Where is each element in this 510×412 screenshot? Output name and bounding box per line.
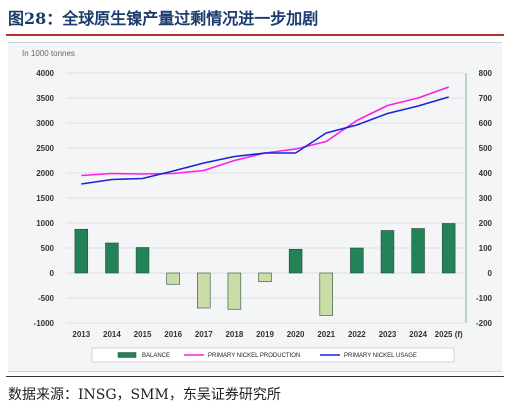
left-tick-label: 3000 bbox=[36, 119, 54, 128]
balance-bar-2016 bbox=[166, 272, 180, 285]
left-tick-label: 2000 bbox=[36, 169, 54, 178]
balance-bar-2015 bbox=[135, 247, 150, 274]
legend-label: PRIMARY NICKEL USAGE bbox=[344, 353, 417, 359]
nickel-balance-chart: In 1000 tonnes 4000350030002500200015001… bbox=[22, 49, 493, 363]
right-tick-label: 0 bbox=[488, 269, 493, 278]
right-tick-label: 400 bbox=[479, 169, 493, 178]
source-divider bbox=[6, 376, 504, 377]
left-tick-label: 4000 bbox=[36, 69, 54, 78]
left-tick-label: 1500 bbox=[36, 194, 54, 203]
source-note: 数据来源：INSG，SMM，东吴证券研究所 bbox=[8, 387, 281, 403]
x-tick-label: 2018 bbox=[225, 330, 243, 339]
right-tick-label: 600 bbox=[479, 119, 493, 128]
x-tick-label: 2019 bbox=[256, 330, 274, 339]
x-tick-label: 2013 bbox=[72, 330, 90, 339]
right-tick-label: -200 bbox=[476, 319, 493, 328]
x-tick-label: 2014 bbox=[103, 330, 121, 339]
left-tick-label: 1000 bbox=[36, 219, 54, 228]
production-line bbox=[81, 86, 449, 177]
left-tick-label: 3500 bbox=[36, 94, 54, 103]
right-tick-label: 200 bbox=[479, 219, 493, 228]
left-tick-label: 2500 bbox=[36, 144, 54, 153]
x-tick-label: 2016 bbox=[164, 330, 182, 339]
right-tick-label: 500 bbox=[479, 144, 493, 153]
title-divider bbox=[6, 34, 504, 36]
balance-bar-2018 bbox=[227, 272, 242, 310]
left-tick-label: -1000 bbox=[34, 319, 55, 328]
nickel-lines bbox=[81, 86, 449, 185]
left-axis: 4000 3500 3000 2500 2000 1500 1000 500 0 -500 -100… bbox=[34, 69, 55, 328]
chart-panel: In 1000 tonnes 4000 3500 3000 2500 2000 1500 1… bbox=[8, 42, 502, 372]
x-tick-label: 2021 bbox=[317, 330, 335, 339]
grid-lines bbox=[66, 72, 464, 324]
legend-box bbox=[91, 347, 455, 363]
left-tick-label: 500 bbox=[41, 244, 55, 253]
balance-bar-2017 bbox=[197, 272, 211, 309]
balance-bar-2014 bbox=[105, 242, 119, 274]
right-tick-label: 300 bbox=[479, 194, 493, 203]
figure-title: 图28：全球原生镍产量过剩情况进一步加剧 bbox=[8, 9, 319, 28]
legend-swatch-balance bbox=[117, 352, 137, 358]
balance-bar-2020 bbox=[288, 248, 303, 274]
right-axis: 800 700 600 500 400 300 200 100 0 -100 -200 bbox=[465, 69, 493, 328]
legend-label: PRIMARY NICKEL PRODUCTION bbox=[208, 353, 300, 359]
right-tick-label: 100 bbox=[479, 244, 493, 253]
x-tick-label: 2015 bbox=[134, 330, 152, 339]
balance-bar-2023 bbox=[380, 230, 395, 274]
legend: BALANCE PRIMARY NICKEL PRODUCTION PRIMARY … bbox=[91, 347, 455, 363]
x-tick-label: 2023 bbox=[379, 330, 397, 339]
right-tick-label: 800 bbox=[479, 69, 493, 78]
x-tick-label: 2025 (f) bbox=[435, 330, 463, 339]
right-tick-label: -100 bbox=[476, 294, 493, 303]
balance-bar-2019 bbox=[258, 272, 272, 283]
unit-label: In 1000 tonnes bbox=[22, 49, 75, 58]
x-tick-label: 2024 bbox=[409, 330, 427, 339]
balance-bar-2021 bbox=[319, 272, 333, 316]
x-tick-label: 2020 bbox=[287, 330, 305, 339]
right-tick-label: 700 bbox=[479, 94, 493, 103]
usage-line bbox=[81, 96, 449, 185]
balance-bar-2024 bbox=[411, 228, 425, 274]
balance-bar-2022 bbox=[350, 247, 364, 274]
legend-label: BALANCE bbox=[142, 353, 170, 359]
x-tick-label: 2022 bbox=[348, 330, 366, 339]
left-tick-label: 0 bbox=[50, 269, 55, 278]
balance-bar-2013 bbox=[74, 228, 89, 274]
x-axis: 2013 2014 2015 2016 2017 2018 2019 2020 2021 2022… bbox=[72, 330, 463, 339]
balance-bar-2025f bbox=[441, 223, 456, 274]
left-tick-label: -500 bbox=[38, 294, 55, 303]
x-tick-label: 2017 bbox=[195, 330, 213, 339]
balance-bars bbox=[74, 223, 456, 316]
